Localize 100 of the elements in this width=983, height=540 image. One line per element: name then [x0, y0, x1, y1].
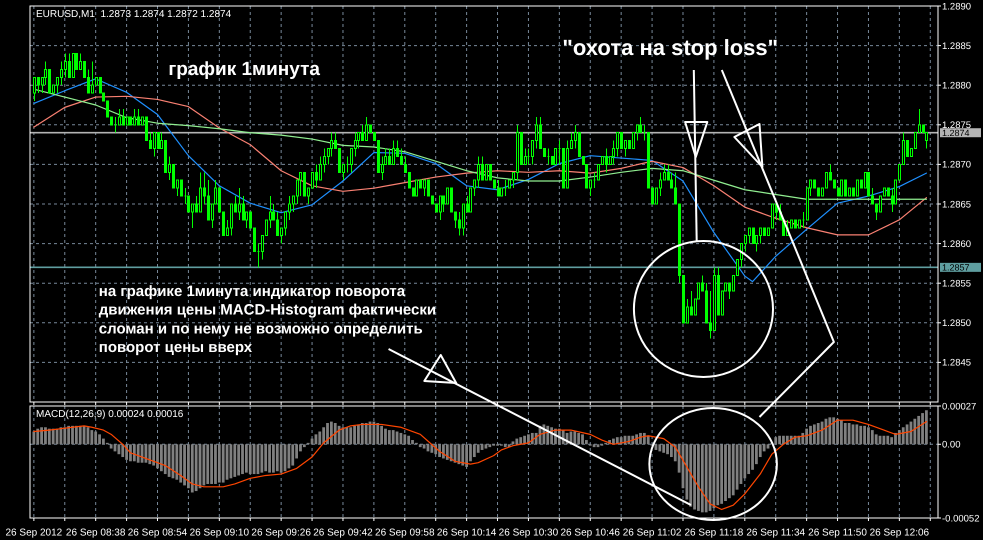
bar [480, 444, 484, 450]
bar [230, 444, 232, 478]
x-tick-label: 26 Sep 09:26 [251, 528, 312, 538]
candlestick [840, 180, 844, 197]
bar [392, 430, 395, 444]
bar [693, 444, 696, 510]
candlestick [504, 180, 508, 197]
bar [187, 444, 190, 488]
ref-line-label: 1.2857 [942, 262, 970, 273]
x-tick-label: 26 Sep 12:06 [870, 528, 930, 538]
bar [338, 426, 340, 444]
y-tick-label: 1.2885 [942, 40, 972, 52]
bar [809, 426, 812, 444]
bar [241, 444, 244, 474]
x-tick-label: 26 Sep 09:42 [313, 528, 374, 538]
x-tick-label: 26 Sep 10:14 [436, 528, 497, 538]
bar [210, 444, 213, 484]
candlestick [136, 108, 140, 126]
annotation: график 1минута [168, 59, 320, 80]
bar [732, 444, 735, 496]
bar [56, 428, 58, 444]
y-tick-label: 1.2870 [942, 160, 972, 171]
bar [852, 424, 854, 444]
bar [910, 422, 912, 444]
chart-title: EURUSD,M1 1.2873 1.2874 1.2872 1.2874 [36, 9, 232, 20]
chart-title: MACD(12,26,9) 0.00024 0.00016 [36, 409, 184, 420]
x-tick-label: 26 Sep 11:50 [808, 528, 868, 538]
y-tick-label: 1.2855 [942, 278, 972, 290]
bar [368, 422, 372, 444]
candlestick [604, 148, 608, 173]
bar [654, 444, 658, 450]
ref-line-label: 1.2874 [942, 128, 970, 138]
bar [778, 436, 781, 444]
candlestick [72, 53, 76, 78]
bar [140, 444, 144, 463]
bar [82, 426, 86, 444]
bar [697, 444, 700, 511]
bar [110, 444, 113, 449]
bar [202, 444, 206, 486]
bar [581, 434, 584, 444]
candlestick [132, 108, 136, 126]
x-tick-label: 26 Sep 08:54 [128, 528, 188, 538]
bar [878, 436, 882, 444]
y-tick-label: 1.2890 [942, 1, 972, 12]
candlestick [392, 140, 396, 165]
bar [403, 434, 406, 444]
bar [840, 420, 843, 444]
bar [863, 426, 866, 444]
bar [396, 432, 398, 444]
bar [74, 426, 78, 444]
bar [766, 444, 770, 449]
line-series [33, 78, 928, 282]
bar [156, 444, 159, 468]
bar [898, 430, 901, 444]
x-tick-label: 26 Sep 09:10 [190, 528, 250, 538]
candlestick [90, 60, 94, 94]
bar [454, 444, 456, 463]
bar [867, 427, 870, 444]
bar [921, 413, 924, 444]
bar [357, 424, 360, 444]
bar [388, 430, 391, 444]
bar [577, 432, 580, 444]
candlestick [238, 188, 242, 220]
annotation: "охота на stop loss" [562, 35, 778, 60]
x-tick-label: 26 Sep 11:18 [684, 528, 744, 538]
bar [214, 444, 217, 484]
candlestick [438, 196, 442, 220]
bar [310, 438, 314, 444]
bar [102, 438, 105, 444]
line-series [33, 420, 928, 510]
bar [67, 426, 70, 444]
bar [318, 432, 322, 444]
candlestick [32, 76, 36, 102]
bar [411, 440, 414, 444]
candlestick [496, 180, 500, 197]
bar [256, 444, 260, 474]
bar [870, 430, 874, 444]
bar [287, 444, 290, 468]
bar [98, 434, 101, 444]
candlestick [122, 108, 126, 126]
bar [426, 444, 430, 452]
bar [925, 410, 928, 444]
bar [349, 427, 352, 444]
candlestick [422, 180, 426, 197]
bar [252, 444, 256, 474]
bar [372, 422, 376, 444]
bar [859, 426, 862, 444]
bar [708, 444, 712, 511]
bar [117, 444, 120, 454]
y-tick-label: 1.2880 [942, 80, 972, 92]
line-series [33, 96, 928, 236]
bar [848, 423, 851, 444]
bar [751, 444, 754, 470]
bar [129, 444, 132, 462]
bar [44, 427, 47, 444]
bar [805, 428, 808, 444]
x-tick-label: 26 Sep 09:58 [375, 528, 435, 538]
bar [890, 437, 894, 444]
bar [720, 444, 724, 504]
bar [40, 427, 43, 444]
